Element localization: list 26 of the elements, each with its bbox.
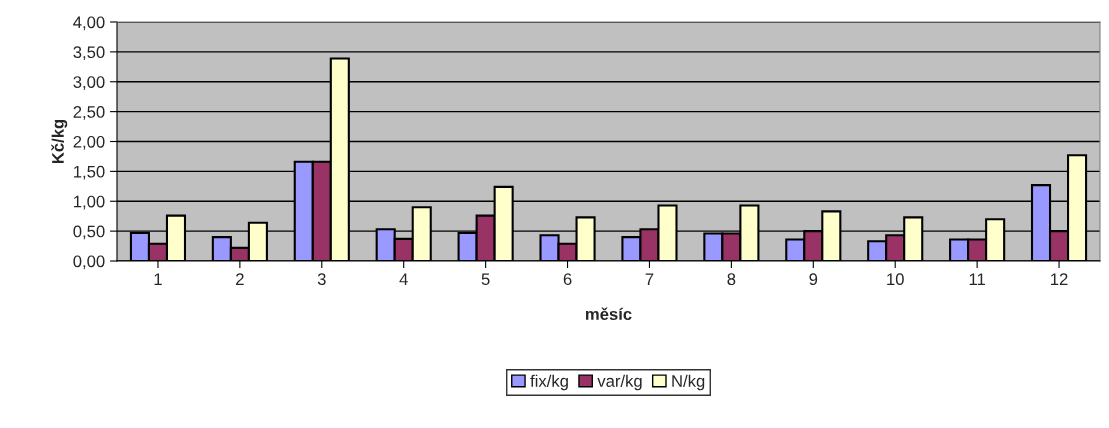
x-tick-label: 6 bbox=[563, 273, 572, 286]
y-axis-title: Kč/kg bbox=[51, 119, 68, 164]
y-tick-label: 1,00 bbox=[74, 195, 105, 210]
y-tick-label: 0,50 bbox=[73, 225, 105, 240]
x-tick-label: 9 bbox=[809, 273, 818, 286]
x-tick-label: 5 bbox=[481, 273, 490, 286]
y-tick-label: 0,00 bbox=[73, 255, 105, 270]
x-tick-label: 1 bbox=[154, 273, 162, 285]
y-tick-label: 1,50 bbox=[74, 165, 105, 180]
x-tick-label: 2 bbox=[236, 273, 244, 285]
x-tick-label: 7 bbox=[645, 273, 654, 285]
y-tick-label: 4,00 bbox=[73, 16, 105, 31]
y-tick-label: 2,50 bbox=[73, 106, 105, 120]
x-tick-label: 8 bbox=[727, 273, 736, 286]
x-tick-label: 11 bbox=[969, 273, 985, 285]
y-tick-label: 3,50 bbox=[73, 46, 105, 61]
legend-label: N/kg bbox=[672, 374, 705, 391]
x-tick-label: 10 bbox=[887, 273, 904, 286]
y-tick-label: 2,00 bbox=[73, 135, 105, 150]
legend-label: var/kg bbox=[597, 374, 642, 391]
x-axis-title: měsíc bbox=[585, 307, 632, 321]
x-tick-label: 3 bbox=[317, 273, 326, 286]
legend-label: fix/kg bbox=[530, 374, 568, 391]
x-tick-label: 12 bbox=[1051, 273, 1068, 285]
x-tick-label: 4 bbox=[399, 273, 408, 285]
y-tick-label: 3,00 bbox=[73, 76, 105, 90]
